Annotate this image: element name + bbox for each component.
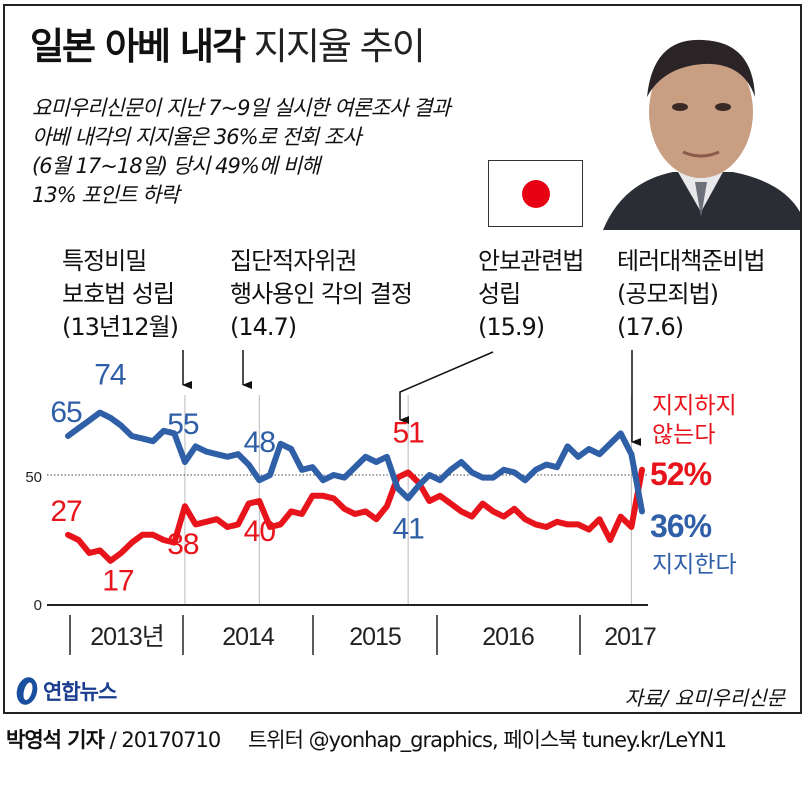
- annotation-line: 특정비밀: [62, 247, 147, 275]
- y-tick-50: 50: [25, 469, 42, 486]
- disapprove-legend-line1: 지지하지: [652, 393, 737, 419]
- data-label: 38: [167, 528, 199, 561]
- data-label: 51: [392, 416, 424, 449]
- data-label: 40: [244, 515, 276, 548]
- annotation-line: (공모죄법): [617, 280, 719, 308]
- annotation-line: 집단적자위권: [230, 247, 357, 275]
- yonhap-logo: 연합뉴스: [14, 676, 117, 706]
- summary-line: 13% 포인트 하락: [32, 183, 180, 207]
- annotation-security-law: 안보관련법 성립 (15.9): [478, 245, 584, 344]
- annotation-line: (13년12월): [62, 313, 179, 341]
- summary-line: 아베 내각의 지지율은 36%로 전회 조사: [32, 125, 362, 149]
- data-label: 41: [392, 512, 424, 545]
- data-label: 74: [94, 359, 126, 392]
- japan-flag-icon: [488, 160, 583, 227]
- title-bold: 일본 아베 내각: [30, 25, 246, 68]
- logo-text: 연합뉴스: [43, 680, 117, 704]
- date: / 20170710: [109, 728, 222, 752]
- year-label: 2015: [349, 623, 401, 651]
- approve-legend: 지지한다: [652, 552, 737, 578]
- data-label: 27: [50, 495, 82, 528]
- annotation-collective-defense: 집단적자위권 행사용인 각의 결정 (14.7): [230, 245, 413, 344]
- data-label: 55: [167, 408, 199, 441]
- author: 박영석 기자: [6, 728, 105, 752]
- annotation-line: 안보관련법: [478, 247, 584, 275]
- summary-text: 요미우리신문이 지난 7~9일 실시한 여론조사 결과 아베 내각의 지지율은 …: [32, 94, 451, 210]
- data-label: 48: [244, 426, 276, 459]
- social-links: 트위터 @yonhap_graphics, 페이스북 tuney.kr/LeYN…: [247, 728, 727, 752]
- annotation-line: 행사용인 각의 결정: [230, 280, 413, 308]
- portrait-photo: [583, 12, 800, 230]
- annotation-line: (17.6): [617, 313, 684, 341]
- infographic-frame: [3, 4, 802, 714]
- year-label: 2013년: [90, 623, 164, 651]
- annotation-line: 보호법 성립: [62, 280, 175, 308]
- annotation-line: 성립: [478, 280, 521, 308]
- summary-line: 요미우리신문이 지난 7~9일 실시한 여론조사 결과: [32, 96, 451, 120]
- annotation-line: (14.7): [230, 313, 297, 341]
- yonhap-logo-icon: [16, 677, 38, 705]
- approve-end-label: 36%: [650, 508, 712, 544]
- annotation-line: 테러대책준비법: [617, 247, 766, 275]
- arrow-security-law: [399, 351, 494, 424]
- year-label: 2017: [604, 623, 656, 651]
- y-tick-0: 0: [34, 597, 42, 614]
- annotation-line: (15.9): [478, 313, 545, 341]
- source-credit: 자료/ 요미우리신문: [624, 686, 785, 710]
- annotation-conspiracy-law: 테러대책준비법 (공모죄법) (17.6): [617, 245, 766, 344]
- title-light: 지지율 추이: [253, 25, 426, 68]
- disapprove-end-label: 52%: [650, 456, 712, 492]
- series-line-approve: [65, 409, 645, 515]
- footer-credit: 박영석 기자 / 20170710 트위터 @yonhap_graphics, …: [6, 724, 727, 754]
- series-line-disapprove: [65, 466, 645, 564]
- disapprove-legend-line2: 않는다: [652, 422, 715, 448]
- summary-line: (6월 17~18일) 당시 49%에 비해: [32, 154, 320, 178]
- data-label: 17: [102, 564, 134, 597]
- page-title: 일본 아베 내각 지지율 추이: [30, 16, 426, 70]
- annotation-secrecy-law: 특정비밀 보호법 성립 (13년12월): [62, 245, 179, 344]
- year-label: 2014: [222, 623, 275, 651]
- year-label: 2016: [482, 623, 534, 651]
- data-label: 65: [50, 396, 82, 429]
